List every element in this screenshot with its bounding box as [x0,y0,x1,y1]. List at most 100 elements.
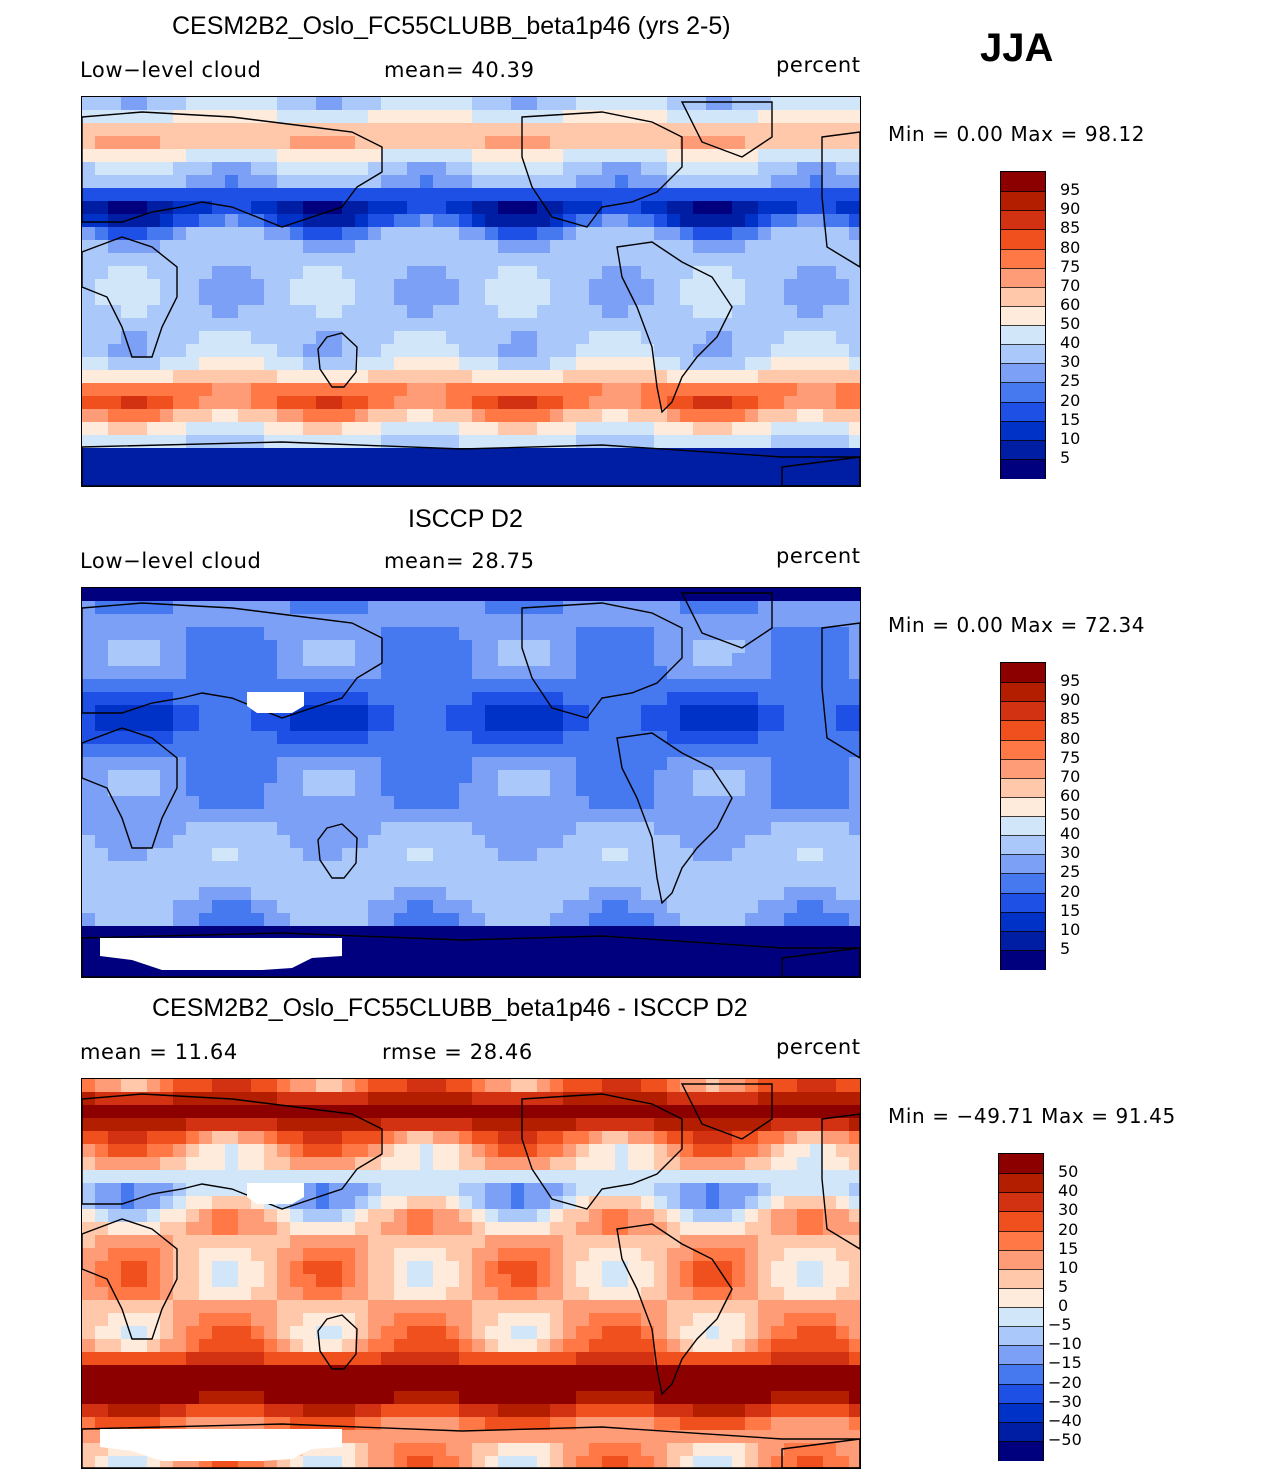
map-cell [82,279,96,293]
map-cell [849,383,860,397]
map-cell [355,640,369,654]
map-cell [147,474,161,486]
map-cell [667,913,681,927]
map-cell [342,370,356,384]
map-cell [589,448,603,462]
map-cell [342,136,356,150]
map-cell [797,188,811,202]
map-cell [563,1144,577,1158]
map-cell [771,1157,785,1171]
map-cell [199,279,213,293]
map-cell [823,305,837,319]
map-cell [602,1313,616,1327]
map-cell [433,357,447,371]
map-cell [225,692,239,706]
map-cell [381,601,395,615]
map-cell [95,926,109,940]
map-cell [342,474,356,486]
map-cell [849,666,860,680]
map-cell [680,110,694,124]
map-cell [589,796,603,810]
map-cell [433,162,447,176]
map-cell [602,1222,616,1236]
map-cell [524,461,538,475]
map-cell [212,796,226,810]
map-cell [823,279,837,293]
map-cell [95,718,109,732]
map-cell [654,201,668,215]
map-cell [576,796,590,810]
map-cell [316,640,330,654]
map-cell [615,900,629,914]
map-cell [758,952,772,966]
map-cell [225,175,239,189]
map-cell [420,344,434,358]
map-cell [342,1261,356,1275]
map-cell [277,1326,291,1340]
map-cell [797,861,811,875]
map-cell [121,253,135,267]
map-cell [108,718,122,732]
map-cell [706,370,720,384]
map-cell [173,1235,187,1249]
map-cell [589,1144,603,1158]
map-cell [290,422,304,436]
map-cell [680,461,694,475]
map-cell [329,344,343,358]
map-cell [784,357,798,371]
map-cell [498,1105,512,1119]
map-cell [381,1313,395,1327]
map-cell [316,396,330,410]
map-cell [238,1248,252,1262]
map-cell [745,822,759,836]
map-cell [771,757,785,771]
map-cell [667,965,681,977]
map-cell [199,757,213,771]
map-cell [667,705,681,719]
map-cell [680,887,694,901]
map-cell [472,913,486,927]
map-cell [498,757,512,771]
map-cell [693,409,707,423]
map-cell [758,227,772,241]
map-cell [576,149,590,163]
map-cell [420,718,434,732]
map-cell [381,1248,395,1262]
colorbar-tick-label: 95 [1060,671,1081,691]
map-cell [82,848,96,862]
map-cell [199,601,213,615]
map-cell [693,861,707,875]
map-cell [173,1261,187,1275]
map-cell [394,900,408,914]
map-cell [381,965,395,977]
map-cell [446,253,460,267]
map-cell [654,292,668,306]
map-cell [147,1170,161,1184]
map-cell [615,357,629,371]
map-cell [433,305,447,319]
map-cell [134,97,148,111]
map-cell [511,614,525,628]
map-cell [810,123,824,137]
map-cell [186,435,200,449]
map-cell [706,383,720,397]
map-cell [667,1339,681,1353]
map-cell [342,926,356,940]
map-cell [121,240,135,254]
map-cell [199,266,213,280]
map-cell [628,253,642,267]
map-cell [433,705,447,719]
map-cell [238,653,252,667]
map-cell [199,149,213,163]
map-cell [394,201,408,215]
map-cell [537,331,551,345]
map-cell [355,913,369,927]
map-cell [732,731,746,745]
map-cell [446,1196,460,1210]
map-cell [277,279,291,293]
map-cell [810,396,824,410]
map-cell [641,913,655,927]
map-cell [108,666,122,680]
map-cell [160,861,174,875]
map-cell [849,965,860,977]
